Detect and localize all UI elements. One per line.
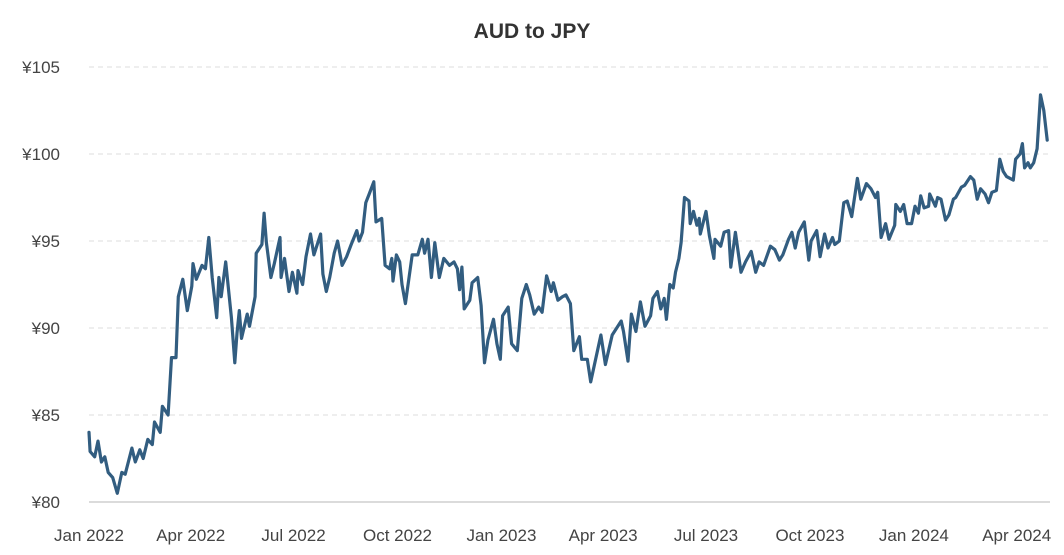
x-tick-label: Apr 2022 [156, 526, 225, 545]
y-tick-label: ¥105 [21, 58, 60, 77]
y-tick-label: ¥90 [31, 319, 60, 338]
x-tick-label: Jan 2024 [879, 526, 949, 545]
y-tick-label: ¥100 [21, 145, 60, 164]
series-line-aud-jpy [87, 93, 1049, 495]
x-tick-label: Jul 2023 [674, 526, 738, 545]
x-tick-label: Jan 2023 [466, 526, 536, 545]
x-tick-label: Oct 2023 [775, 526, 844, 545]
chart-title: AUD to JPY [474, 20, 591, 43]
x-axis-ticks: Jan 2022 Apr 2022 Jul 2022 Oct 2022 Jan 2023… [54, 526, 1051, 545]
y-tick-label: ¥95 [31, 232, 60, 251]
x-tick-label: Jan 2022 [54, 526, 124, 545]
x-tick-label: Jul 2022 [261, 526, 325, 545]
x-tick-label: Apr 2024 [982, 526, 1051, 545]
y-axis-ticks: ¥80 ¥85 ¥90 ¥95 ¥100 ¥105 [21, 58, 60, 512]
y-tick-label: ¥80 [31, 493, 60, 512]
y-tick-label: ¥85 [31, 406, 60, 425]
x-tick-label: Apr 2023 [569, 526, 638, 545]
x-tick-label: Oct 2022 [363, 526, 432, 545]
gridlines [89, 66, 1050, 416]
